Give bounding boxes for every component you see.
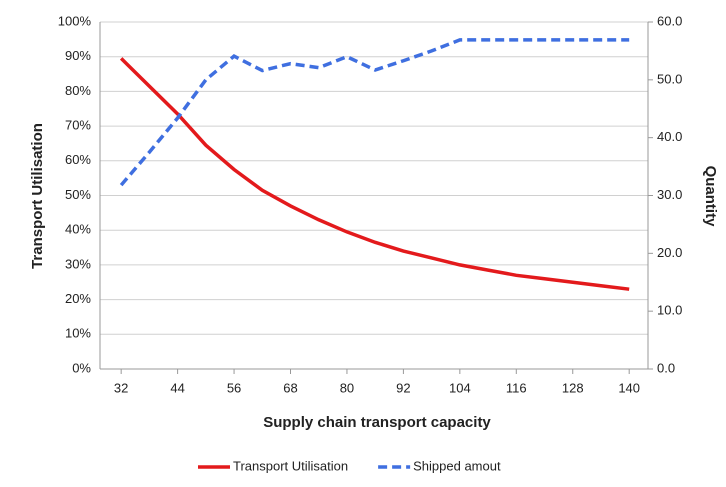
x-tick-label: 116 — [506, 380, 527, 395]
y2-tick-label: 20.0 — [657, 245, 682, 260]
series-line — [119, 57, 630, 291]
y2-tick-label: 60.0 — [657, 13, 682, 28]
y-tick-label: 40% — [65, 222, 91, 237]
y2-tick-label: 10.0 — [657, 303, 682, 318]
x-tick-label: 104 — [449, 380, 471, 395]
y-tick-label: 70% — [65, 118, 91, 133]
y-tick-label: 90% — [65, 48, 91, 63]
y-tick-label: 0% — [72, 360, 91, 375]
y-tick-label: 10% — [65, 326, 91, 341]
series-line — [119, 38, 630, 187]
x-tick-label: 32 — [114, 380, 128, 395]
legend-label: Transport Utilisation — [233, 458, 348, 473]
y2-axis-title: Quantity — [702, 166, 719, 227]
y-tick-label: 30% — [65, 256, 91, 271]
x-tick-label: 128 — [562, 380, 584, 395]
x-tick-label: 44 — [170, 380, 184, 395]
y2-tick-label: 40.0 — [657, 129, 682, 144]
y-tick-label: 50% — [65, 187, 91, 202]
y-tick-label: 20% — [65, 291, 91, 306]
y2-tick-label: 0.0 — [657, 360, 675, 375]
x-tick-label: 68 — [283, 380, 297, 395]
y-axis-title: Transport Utilisation — [29, 123, 46, 269]
y2-tick-label: 50.0 — [657, 71, 682, 86]
y-tick-label: 80% — [65, 83, 91, 98]
x-tick-label: 80 — [340, 380, 354, 395]
y-tick-label: 60% — [65, 152, 91, 167]
legend-label: Shipped amout — [413, 458, 501, 473]
x-axis-title: Supply chain transport capacity — [263, 414, 491, 431]
x-tick-label: 92 — [396, 380, 410, 395]
y-tick-label: 100% — [58, 13, 92, 28]
x-tick-label: 56 — [227, 380, 241, 395]
y2-tick-label: 30.0 — [657, 187, 682, 202]
x-tick-label: 140 — [618, 380, 640, 395]
